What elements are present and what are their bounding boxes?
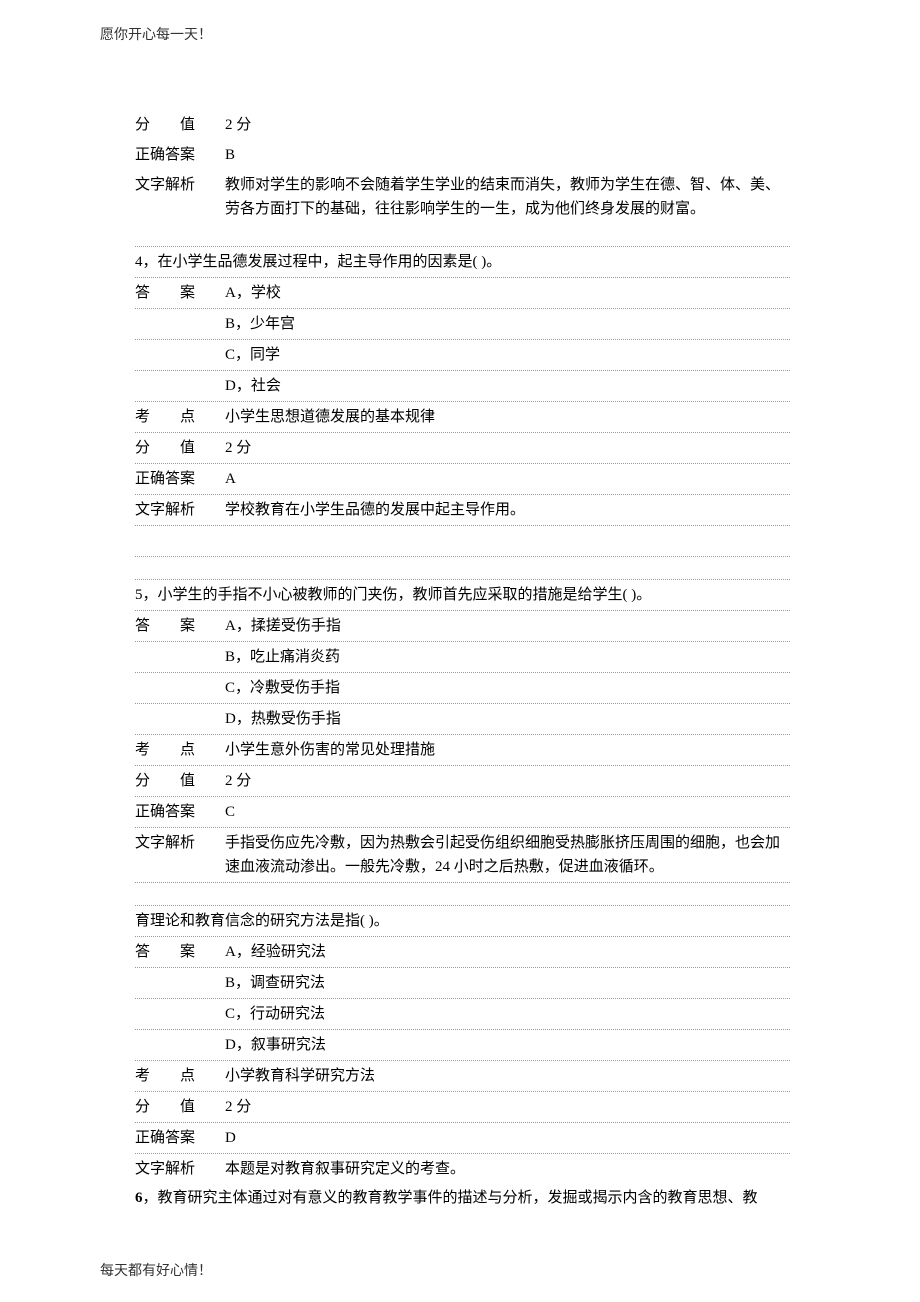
option-d-row: D，社会 <box>135 371 790 402</box>
topic-label: 考 点 <box>135 738 225 759</box>
score-value: 2 分 <box>225 436 790 460</box>
correct-row: 正确答案 D <box>135 1123 790 1154</box>
option-c: C，同学 <box>225 343 790 367</box>
topic-row: 考 点 小学生意外伤害的常见处理措施 <box>135 735 790 766</box>
option-d: D，叙事研究法 <box>225 1033 790 1057</box>
question-4: 4，在小学生品德发展过程中，起主导作用的因素是( )。 答 案 A，学校 B，少… <box>135 246 790 557</box>
question-6-number: 6 <box>135 1190 143 1206</box>
option-b-row: B，调查研究法 <box>135 968 790 999</box>
option-b: B，吃止痛消炎药 <box>225 645 790 669</box>
option-d: D，社会 <box>225 374 790 398</box>
answer-label: 答 案 <box>135 614 225 638</box>
correct-value: B <box>225 143 790 167</box>
option-b: B，少年宫 <box>225 312 790 336</box>
score-row: 分 值 2 分 <box>135 766 790 797</box>
page-header: 愿你开心每一天！ <box>100 24 212 44</box>
option-c: C，冷敷受伤手指 <box>225 676 790 700</box>
option-c: C，行动研究法 <box>225 1002 790 1026</box>
question-text: 5，小学生的手指不小心被教师的门夹伤，教师首先应采取的措施是给学生( )。 <box>135 580 790 611</box>
option-b: B，调查研究法 <box>225 971 790 995</box>
topic-value: 小学生思想道德发展的基本规律 <box>225 405 790 429</box>
correct-value: D <box>225 1126 790 1150</box>
question-3-tail: 分 值 2 分 正确答案 B 文字解析 教师对学生的影响不会随着学生学业的结束而… <box>135 110 790 224</box>
correct-row: 正确答案 A <box>135 464 790 495</box>
score-row: 分 值 2 分 <box>135 110 790 140</box>
question-text: 育理论和教育信念的研究方法是指( )。 <box>135 906 790 937</box>
correct-row: 正确答案 C <box>135 797 790 828</box>
empty-label <box>135 374 225 398</box>
empty-label <box>135 343 225 367</box>
score-value: 2 分 <box>225 769 790 793</box>
option-b-row: B，少年宫 <box>135 309 790 340</box>
empty-label <box>135 1002 225 1026</box>
option-a-row: 答 案 A，经验研究法 <box>135 937 790 968</box>
option-c-row: C，同学 <box>135 340 790 371</box>
analysis-row: 文字解析 本题是对教育叙事研究定义的考查。 <box>135 1154 790 1184</box>
topic-value: 小学教育科学研究方法 <box>225 1064 790 1088</box>
score-label: 分 值 <box>135 113 225 134</box>
empty-label <box>135 971 225 995</box>
option-a-row: 答 案 A，学校 <box>135 278 790 309</box>
empty-label <box>135 312 225 336</box>
analysis-value: 教师对学生的影响不会随着学生学业的结束而消失，教师为学生在德、智、体、美、劳各方… <box>225 173 790 221</box>
analysis-label: 文字解析 <box>135 831 225 852</box>
score-label: 分 值 <box>135 769 225 790</box>
correct-label: 正确答案 <box>135 143 225 164</box>
empty-label <box>135 707 225 731</box>
empty-row <box>135 526 790 557</box>
analysis-label: 文字解析 <box>135 1157 225 1178</box>
option-d-row: D，热敷受伤手指 <box>135 704 790 735</box>
analysis-value: 手指受伤应先冷敷，因为热敷会引起受伤组织细胞受热膨胀挤压周围的细胞，也会加速血液… <box>225 831 790 879</box>
question-6-body: ，教育研究主体通过对有意义的教育教学事件的描述与分析，发掘或揭示内含的教育思想、… <box>143 1190 758 1206</box>
empty-label <box>135 676 225 700</box>
option-b-row: B，吃止痛消炎药 <box>135 642 790 673</box>
topic-row: 考 点 小学教育科学研究方法 <box>135 1061 790 1092</box>
topic-value: 小学生意外伤害的常见处理措施 <box>225 738 790 762</box>
analysis-row: 文字解析 学校教育在小学生品德的发展中起主导作用。 <box>135 495 790 526</box>
question-5: 5，小学生的手指不小心被教师的门夹伤，教师首先应采取的措施是给学生( )。 答 … <box>135 579 790 883</box>
option-c-row: C，行动研究法 <box>135 999 790 1030</box>
score-value: 2 分 <box>225 1095 790 1119</box>
score-row: 分 值 2 分 <box>135 1092 790 1123</box>
correct-label: 正确答案 <box>135 1126 225 1147</box>
correct-label: 正确答案 <box>135 467 225 488</box>
empty <box>225 529 790 553</box>
question-6a-fragment: 育理论和教育信念的研究方法是指( )。 答 案 A，经验研究法 B，调查研究法 … <box>135 905 790 1212</box>
correct-value: A <box>225 467 790 491</box>
correct-row: 正确答案 B <box>135 140 790 170</box>
answer-label: 答 案 <box>135 940 225 964</box>
empty-label <box>135 1033 225 1057</box>
score-value: 2 分 <box>225 113 790 137</box>
analysis-row: 文字解析 教师对学生的影响不会随着学生学业的结束而消失，教师为学生在德、智、体、… <box>135 170 790 224</box>
analysis-value: 学校教育在小学生品德的发展中起主导作用。 <box>225 498 790 522</box>
option-d-row: D，叙事研究法 <box>135 1030 790 1061</box>
topic-label: 考 点 <box>135 405 225 426</box>
option-a: A，揉搓受伤手指 <box>225 614 790 638</box>
analysis-row: 文字解析 手指受伤应先冷敷，因为热敷会引起受伤组织细胞受热膨胀挤压周围的细胞，也… <box>135 828 790 883</box>
score-row: 分 值 2 分 <box>135 433 790 464</box>
option-c-row: C，冷敷受伤手指 <box>135 673 790 704</box>
correct-label: 正确答案 <box>135 800 225 821</box>
analysis-label: 文字解析 <box>135 173 225 194</box>
page-footer: 每天都有好心情！ <box>100 1260 212 1280</box>
topic-label: 考 点 <box>135 1064 225 1085</box>
score-label: 分 值 <box>135 436 225 457</box>
correct-value: C <box>225 800 790 824</box>
page-container: 愿你开心每一天！ 分 值 2 分 正确答案 B 文字解析 教师对学生的影响不会随… <box>0 0 920 1302</box>
option-a-row: 答 案 A，揉搓受伤手指 <box>135 611 790 642</box>
topic-row: 考 点 小学生思想道德发展的基本规律 <box>135 402 790 433</box>
score-label: 分 值 <box>135 1095 225 1116</box>
option-d: D，热敷受伤手指 <box>225 707 790 731</box>
analysis-value: 本题是对教育叙事研究定义的考查。 <box>225 1157 790 1181</box>
question-text: 4，在小学生品德发展过程中，起主导作用的因素是( )。 <box>135 247 790 278</box>
analysis-label: 文字解析 <box>135 498 225 519</box>
option-a: A，学校 <box>225 281 790 305</box>
empty-label <box>135 645 225 669</box>
option-a: A，经验研究法 <box>225 940 790 964</box>
answer-label: 答 案 <box>135 281 225 305</box>
question-6-text: 6，教育研究主体通过对有意义的教育教学事件的描述与分析，发掘或揭示内含的教育思想… <box>135 1186 790 1212</box>
